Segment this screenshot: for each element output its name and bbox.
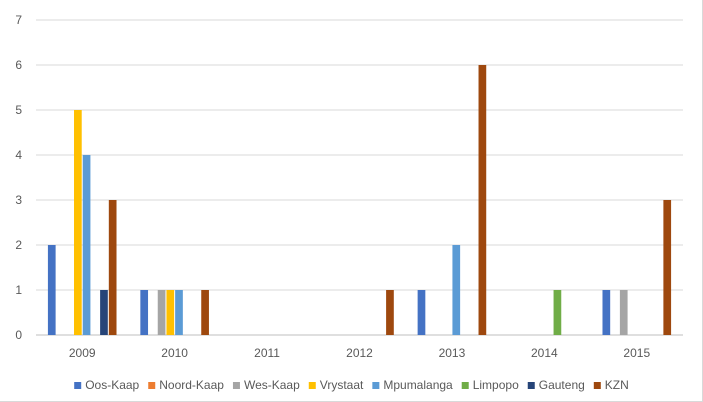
y-tick-label: 2 [15, 238, 22, 252]
legend-label: Wes-Kaap [244, 378, 300, 392]
bar [452, 245, 461, 335]
x-tick-label: 2011 [254, 346, 280, 360]
bar [100, 290, 108, 335]
bar [553, 290, 562, 335]
bar [108, 200, 117, 335]
x-tick-label: 2010 [161, 346, 188, 360]
legend: Oos-Kaap Noord-Kaap Wes-Kaap Vrystaat Mpumal… [74, 378, 629, 392]
y-tick-label: 1 [15, 283, 22, 297]
x-tick-label: 2014 [531, 346, 558, 360]
legend-label: Noord-Kaap [159, 378, 224, 392]
legend-label: Gauteng [539, 378, 585, 392]
y-tick-label: 6 [15, 58, 22, 72]
bar [417, 290, 426, 335]
x-tick-label: 2012 [346, 346, 373, 360]
legend-swatch [74, 382, 82, 389]
y-axis-ticks: 0 1 2 3 4 5 6 7 [15, 13, 22, 342]
legend-swatch [461, 382, 469, 389]
legend-label: KZN [605, 378, 629, 392]
bar [201, 290, 209, 335]
bar [166, 290, 175, 335]
legend-swatch [148, 382, 156, 389]
legend-label: Vrystaat [320, 378, 364, 392]
y-tick-label: 3 [15, 193, 22, 207]
bar [663, 200, 672, 335]
x-tick-label: 2013 [439, 346, 466, 360]
y-tick-label: 5 [15, 103, 22, 117]
legend-swatch [232, 382, 240, 389]
bar [82, 155, 91, 335]
bar [602, 290, 611, 335]
bars [47, 65, 672, 335]
bar [157, 290, 166, 335]
legend-swatch [527, 382, 535, 389]
legend-swatch [372, 382, 380, 389]
bar [478, 65, 487, 335]
y-tick-label: 4 [15, 148, 22, 162]
bar [386, 290, 394, 335]
legend-label: Limpopo [473, 378, 519, 392]
x-tick-label: 2009 [69, 346, 96, 360]
y-tick-label: 0 [15, 328, 22, 342]
bar [47, 245, 56, 335]
legend-swatch [308, 382, 316, 389]
x-axis-ticks: 2009 2010 2011 2012 2013 2014 2015 [69, 346, 651, 360]
x-tick-label: 2015 [623, 346, 650, 360]
legend-label: Oos-Kaap [85, 378, 139, 392]
bar [140, 290, 149, 335]
legend-swatch [593, 382, 601, 389]
legend-label: Mpumalanga [383, 378, 453, 392]
gridlines [36, 19, 683, 336]
y-tick-label: 7 [15, 13, 22, 27]
bar [619, 290, 628, 335]
bar [74, 110, 82, 335]
bar [175, 290, 183, 335]
